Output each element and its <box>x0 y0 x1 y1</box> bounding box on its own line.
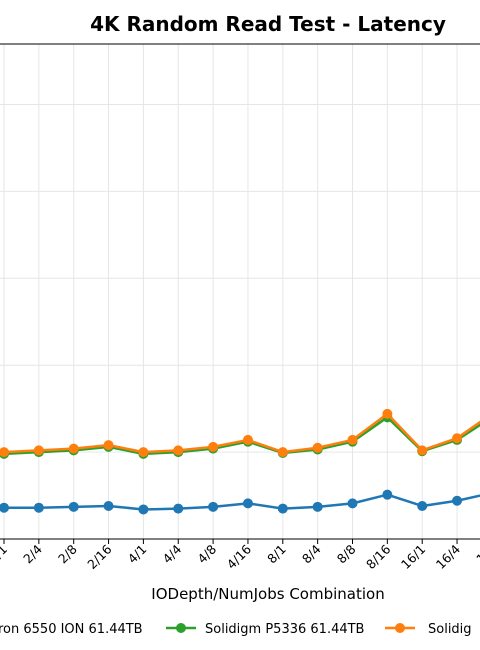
legend: ron 6550 ION 61.44TB Solidigm P5336 61.44… <box>0 622 472 637</box>
legend-marker <box>176 623 186 633</box>
data-point <box>347 434 358 445</box>
data-point <box>173 445 184 456</box>
x-tick-label: 8/16 <box>363 541 393 571</box>
data-point <box>452 433 463 444</box>
chart-title: 4K Random Read Test - Latency <box>90 12 446 36</box>
x-tick-label: 2/4 <box>20 541 45 566</box>
legend-item-0: ron 6550 ION 61.44TB <box>0 622 143 637</box>
series-0 <box>0 489 480 515</box>
x-tick-label: 16/ <box>473 541 480 566</box>
x-axis-ticks: 2/1 2/4 2/8 2/16 4/1 4/4 4/8 4/16 8/1 8/4 8/8 8/16 1… <box>0 539 480 572</box>
data-point <box>138 504 149 515</box>
data-point <box>277 447 288 458</box>
series-layer <box>0 408 480 515</box>
data-point <box>347 498 358 509</box>
x-tick-label: 8/1 <box>264 542 289 567</box>
x-tick-label: 2/1 <box>0 542 10 567</box>
data-point <box>312 501 323 512</box>
data-point <box>417 445 428 456</box>
data-point <box>208 441 219 452</box>
data-point <box>382 408 393 419</box>
data-point <box>312 442 323 453</box>
data-point <box>0 502 9 513</box>
legend-item-1: Solidigm P5336 61.44TB <box>166 622 364 637</box>
data-point <box>382 489 393 500</box>
x-tick-label: 4/1 <box>125 542 150 567</box>
x-tick-label: 4/8 <box>194 541 219 566</box>
x-tick-label: 2/16 <box>84 541 114 571</box>
x-tick-label: 16/4 <box>433 541 463 571</box>
x-tick-label: 4/16 <box>224 541 254 571</box>
data-point <box>103 440 114 451</box>
x-tick-label: 8/8 <box>334 541 359 566</box>
x-tick-label: 4/4 <box>160 541 185 566</box>
data-point <box>277 503 288 514</box>
x-tick-label: 16/1 <box>398 542 428 572</box>
x-tick-label: 2/8 <box>55 541 80 566</box>
data-point <box>68 443 79 454</box>
data-point <box>138 447 149 458</box>
legend-label: Solidigm P5336 61.44TB <box>205 622 364 637</box>
data-point <box>0 447 9 458</box>
data-point <box>417 500 428 511</box>
legend-item-2: Solidig <box>385 622 472 637</box>
series-2 <box>0 408 480 458</box>
data-point <box>208 501 219 512</box>
legend-marker <box>395 623 405 633</box>
plot-frame <box>0 43 480 540</box>
grid <box>0 44 480 540</box>
x-tick-label: 8/4 <box>299 541 324 566</box>
legend-label: ron 6550 ION 61.44TB <box>0 622 143 637</box>
x-axis-label: IODepth/NumJobs Combination <box>151 585 384 603</box>
data-point <box>33 445 44 456</box>
legend-label: Solidig <box>428 622 472 637</box>
data-point <box>452 495 463 506</box>
data-point <box>103 500 114 511</box>
data-point <box>173 503 184 514</box>
data-point <box>242 434 253 445</box>
data-point <box>33 502 44 513</box>
data-point <box>68 501 79 512</box>
data-point <box>242 498 253 509</box>
